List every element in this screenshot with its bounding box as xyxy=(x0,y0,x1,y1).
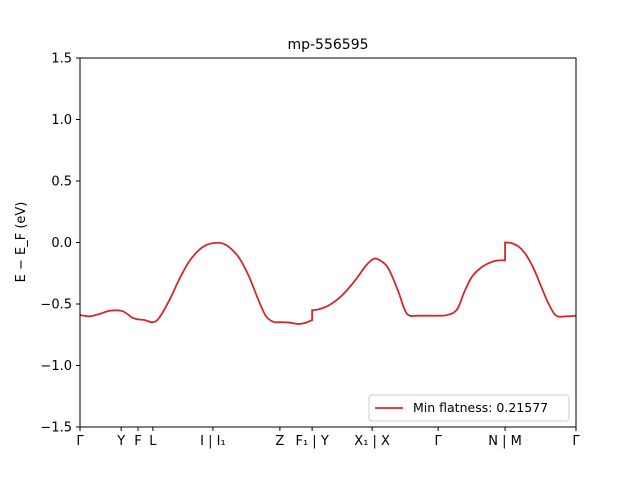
x-tick-label: N | M xyxy=(488,434,522,449)
y-tick-label: −1.5 xyxy=(40,421,72,436)
y-axis-label: E − E_F (eV) xyxy=(14,202,29,283)
y-tick-label: −0.5 xyxy=(40,298,72,313)
x-tick-label: L xyxy=(149,434,157,449)
chart-title: mp-556595 xyxy=(287,37,368,53)
x-tick-label: Z xyxy=(275,434,284,449)
legend-label: Min flatness: 0.21577 xyxy=(413,400,548,415)
plot-area xyxy=(79,241,577,325)
y-tick-label: 0.5 xyxy=(51,175,72,190)
series-line xyxy=(79,241,577,325)
x-tick-label: Γ xyxy=(76,434,84,449)
y-tick-label: 1.5 xyxy=(51,52,72,67)
legend: Min flatness: 0.21577 xyxy=(368,394,570,422)
x-tick-label: Y xyxy=(116,434,125,449)
y-tick-label: 0.0 xyxy=(51,236,72,251)
x-tick-label: F xyxy=(134,434,141,449)
axes-frame xyxy=(79,57,577,428)
y-tick-label: −1.0 xyxy=(40,359,72,374)
legend-box xyxy=(368,394,570,422)
x-tick-label: I | I₁ xyxy=(200,434,226,449)
y-tick-label: 1.0 xyxy=(51,113,72,128)
x-tick-label: X₁ | X xyxy=(354,434,390,449)
x-tick-label: Γ xyxy=(572,434,580,449)
x-tick-label: Γ xyxy=(434,434,442,449)
x-tick-label: F₁ | Y xyxy=(295,434,328,449)
y-axis: −1.5 −1.0 −0.5 0.0 0.5 1.0 1.5 xyxy=(40,52,80,436)
